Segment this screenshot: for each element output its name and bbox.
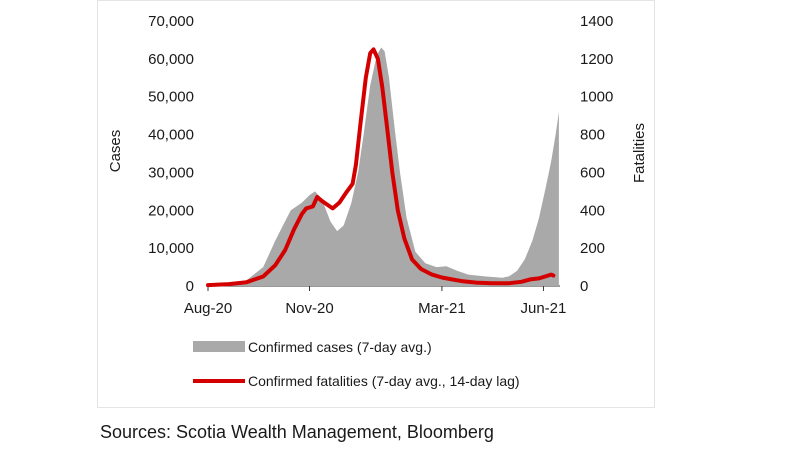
- y-tick-left: 50,000: [148, 89, 194, 106]
- chart-frame: 0 10,000 20,000 30,000 40,000 50,000 60,000 70,…: [97, 0, 655, 408]
- y-tick-right: 800: [580, 127, 605, 144]
- y-tick-right: 1000: [580, 89, 613, 106]
- x-tick-label: Jun-21: [521, 300, 567, 317]
- y-tick-left: 70,000: [148, 13, 194, 30]
- x-axis: Aug-20 Nov-20 Mar-21 Jun-21: [184, 285, 567, 317]
- y-tick-right: 600: [580, 164, 605, 181]
- legend-label-cases: Confirmed cases (7-day avg.): [248, 339, 432, 355]
- y-tick-right: 400: [580, 202, 605, 219]
- x-tick-label: Aug-20: [184, 300, 232, 317]
- y-tick-left: 30,000: [148, 164, 194, 181]
- legend: Confirmed cases (7-day avg.) Confirmed fa…: [193, 339, 520, 389]
- y-tick-left: 40,000: [148, 127, 194, 144]
- y-tick-right: 200: [580, 240, 605, 257]
- y-axis-right: 0 200 400 600 800 1000 1200 1400: [580, 13, 613, 295]
- y-tick-right: 1400: [580, 13, 613, 30]
- x-tick-label: Nov-20: [285, 300, 333, 317]
- y-tick-left: 0: [186, 278, 194, 295]
- y-axis-left: 0 10,000 20,000 30,000 40,000 50,000 60,000 70,…: [148, 13, 194, 295]
- source-note: Sources: Scotia Wealth Management, Bloom…: [100, 422, 494, 442]
- y-tick-left: 20,000: [148, 202, 194, 219]
- y-tick-right: 1200: [580, 51, 613, 68]
- series-line-confirmed-fatalities: [206, 47, 556, 288]
- x-tick-label: Mar-21: [418, 300, 466, 317]
- y-tick-left: 10,000: [148, 240, 194, 257]
- legend-swatch-cases: [193, 341, 245, 352]
- y-tick-left: 60,000: [148, 51, 194, 68]
- legend-label-fatalities: Confirmed fatalities (7-day avg., 14-day…: [248, 373, 520, 389]
- y-axis-title-left: Cases: [107, 130, 124, 173]
- chart-svg: 0 10,000 20,000 30,000 40,000 50,000 60,000 70,…: [107, 13, 648, 389]
- y-axis-title-right: Fatalities: [631, 123, 648, 183]
- y-tick-right: 0: [580, 278, 588, 295]
- plot-marks: [206, 47, 559, 288]
